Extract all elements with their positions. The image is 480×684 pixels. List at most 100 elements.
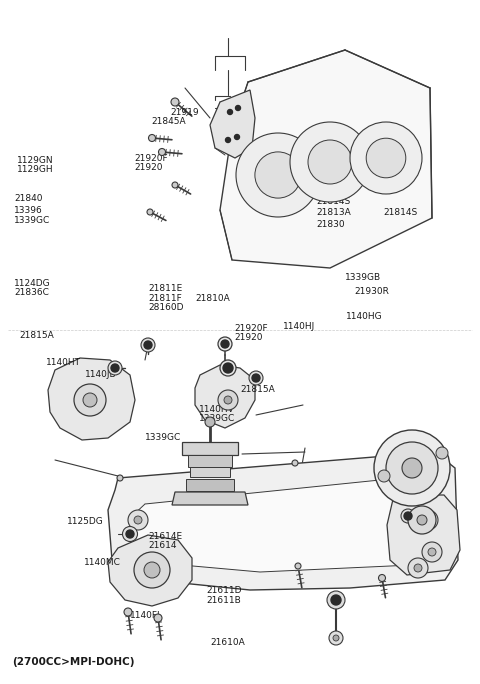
Text: 21836C: 21836C	[14, 288, 49, 298]
Text: 21920F: 21920F	[234, 324, 268, 333]
Text: 21611D: 21611D	[206, 586, 242, 596]
Circle shape	[366, 138, 406, 178]
Polygon shape	[195, 365, 255, 428]
Text: 28160D: 28160D	[149, 303, 184, 313]
Text: 1140FJ: 1140FJ	[130, 611, 160, 620]
Text: 21920F: 21920F	[134, 153, 168, 163]
Circle shape	[128, 510, 148, 530]
Circle shape	[122, 527, 137, 542]
Text: 21830: 21830	[317, 220, 346, 229]
Circle shape	[117, 475, 123, 481]
Circle shape	[308, 140, 352, 184]
Circle shape	[144, 341, 152, 349]
Polygon shape	[188, 455, 232, 467]
Text: 21810A: 21810A	[196, 293, 230, 303]
Text: 13396: 13396	[14, 206, 43, 215]
Circle shape	[329, 631, 343, 645]
Circle shape	[236, 105, 240, 111]
Circle shape	[417, 515, 427, 525]
Circle shape	[83, 393, 97, 407]
Circle shape	[350, 122, 422, 194]
Text: 1140JB: 1140JB	[85, 370, 117, 380]
Circle shape	[154, 614, 162, 622]
Circle shape	[147, 209, 153, 215]
Text: 21611B: 21611B	[206, 596, 241, 605]
Text: 21614: 21614	[149, 541, 177, 551]
Polygon shape	[210, 90, 255, 158]
Polygon shape	[108, 452, 458, 590]
Circle shape	[144, 562, 160, 578]
Circle shape	[172, 182, 178, 188]
Text: 21610A: 21610A	[211, 638, 245, 648]
Circle shape	[378, 470, 390, 482]
Circle shape	[126, 530, 134, 538]
Circle shape	[424, 516, 432, 524]
Text: 21845A: 21845A	[151, 117, 186, 127]
Circle shape	[223, 363, 233, 373]
Circle shape	[249, 371, 263, 385]
Circle shape	[418, 510, 438, 530]
Circle shape	[111, 364, 119, 372]
Circle shape	[134, 552, 170, 588]
Polygon shape	[220, 50, 432, 268]
Polygon shape	[130, 480, 432, 572]
Text: 1339GC: 1339GC	[199, 414, 236, 423]
Text: 1132AD: 1132AD	[288, 174, 324, 184]
Text: 21815A: 21815A	[240, 385, 275, 395]
Circle shape	[327, 591, 345, 609]
Polygon shape	[108, 535, 192, 606]
Circle shape	[171, 98, 179, 106]
Circle shape	[379, 575, 385, 581]
Text: 1129GH: 1129GH	[17, 165, 53, 174]
Polygon shape	[186, 479, 234, 491]
Circle shape	[252, 374, 260, 382]
Circle shape	[224, 396, 232, 404]
Text: 1140HJ: 1140HJ	[283, 322, 315, 332]
Text: (2700CC>MPI-DOHC): (2700CC>MPI-DOHC)	[12, 657, 134, 667]
Text: 21614E: 21614E	[149, 531, 183, 541]
Circle shape	[432, 442, 438, 448]
Circle shape	[331, 595, 341, 605]
Circle shape	[404, 512, 412, 520]
Circle shape	[228, 109, 232, 114]
Text: 21919: 21919	[170, 107, 199, 117]
Circle shape	[436, 447, 448, 459]
Circle shape	[387, 459, 393, 465]
Text: 1140MC: 1140MC	[84, 557, 121, 567]
Circle shape	[220, 360, 236, 376]
Circle shape	[386, 442, 438, 494]
Circle shape	[134, 516, 142, 524]
Circle shape	[255, 152, 301, 198]
Circle shape	[144, 564, 152, 572]
Text: 1129GN: 1129GN	[17, 155, 53, 165]
Circle shape	[218, 337, 232, 351]
Circle shape	[236, 133, 320, 217]
Text: 21814S: 21814S	[383, 207, 417, 217]
Circle shape	[414, 564, 422, 572]
Text: 21930R: 21930R	[354, 287, 389, 296]
Text: 1339GC: 1339GC	[14, 215, 51, 225]
Circle shape	[428, 548, 436, 556]
Circle shape	[235, 135, 240, 140]
Circle shape	[402, 458, 422, 478]
Circle shape	[290, 122, 370, 202]
Text: 21920: 21920	[234, 333, 263, 343]
Circle shape	[148, 135, 156, 142]
Text: 1339GC: 1339GC	[145, 433, 181, 443]
Circle shape	[374, 430, 450, 506]
Text: 21815A: 21815A	[19, 330, 54, 340]
Circle shape	[218, 390, 238, 410]
Circle shape	[138, 558, 158, 578]
Circle shape	[401, 509, 415, 523]
Text: 21840: 21840	[14, 194, 43, 203]
Circle shape	[124, 608, 132, 616]
Circle shape	[158, 148, 166, 155]
Polygon shape	[182, 442, 238, 455]
Text: 21811E: 21811E	[149, 284, 183, 293]
Text: 21920: 21920	[134, 163, 163, 172]
Text: 1140HV: 1140HV	[199, 404, 235, 414]
Circle shape	[333, 635, 339, 641]
Circle shape	[141, 338, 155, 352]
Circle shape	[221, 340, 229, 348]
Circle shape	[422, 542, 442, 562]
